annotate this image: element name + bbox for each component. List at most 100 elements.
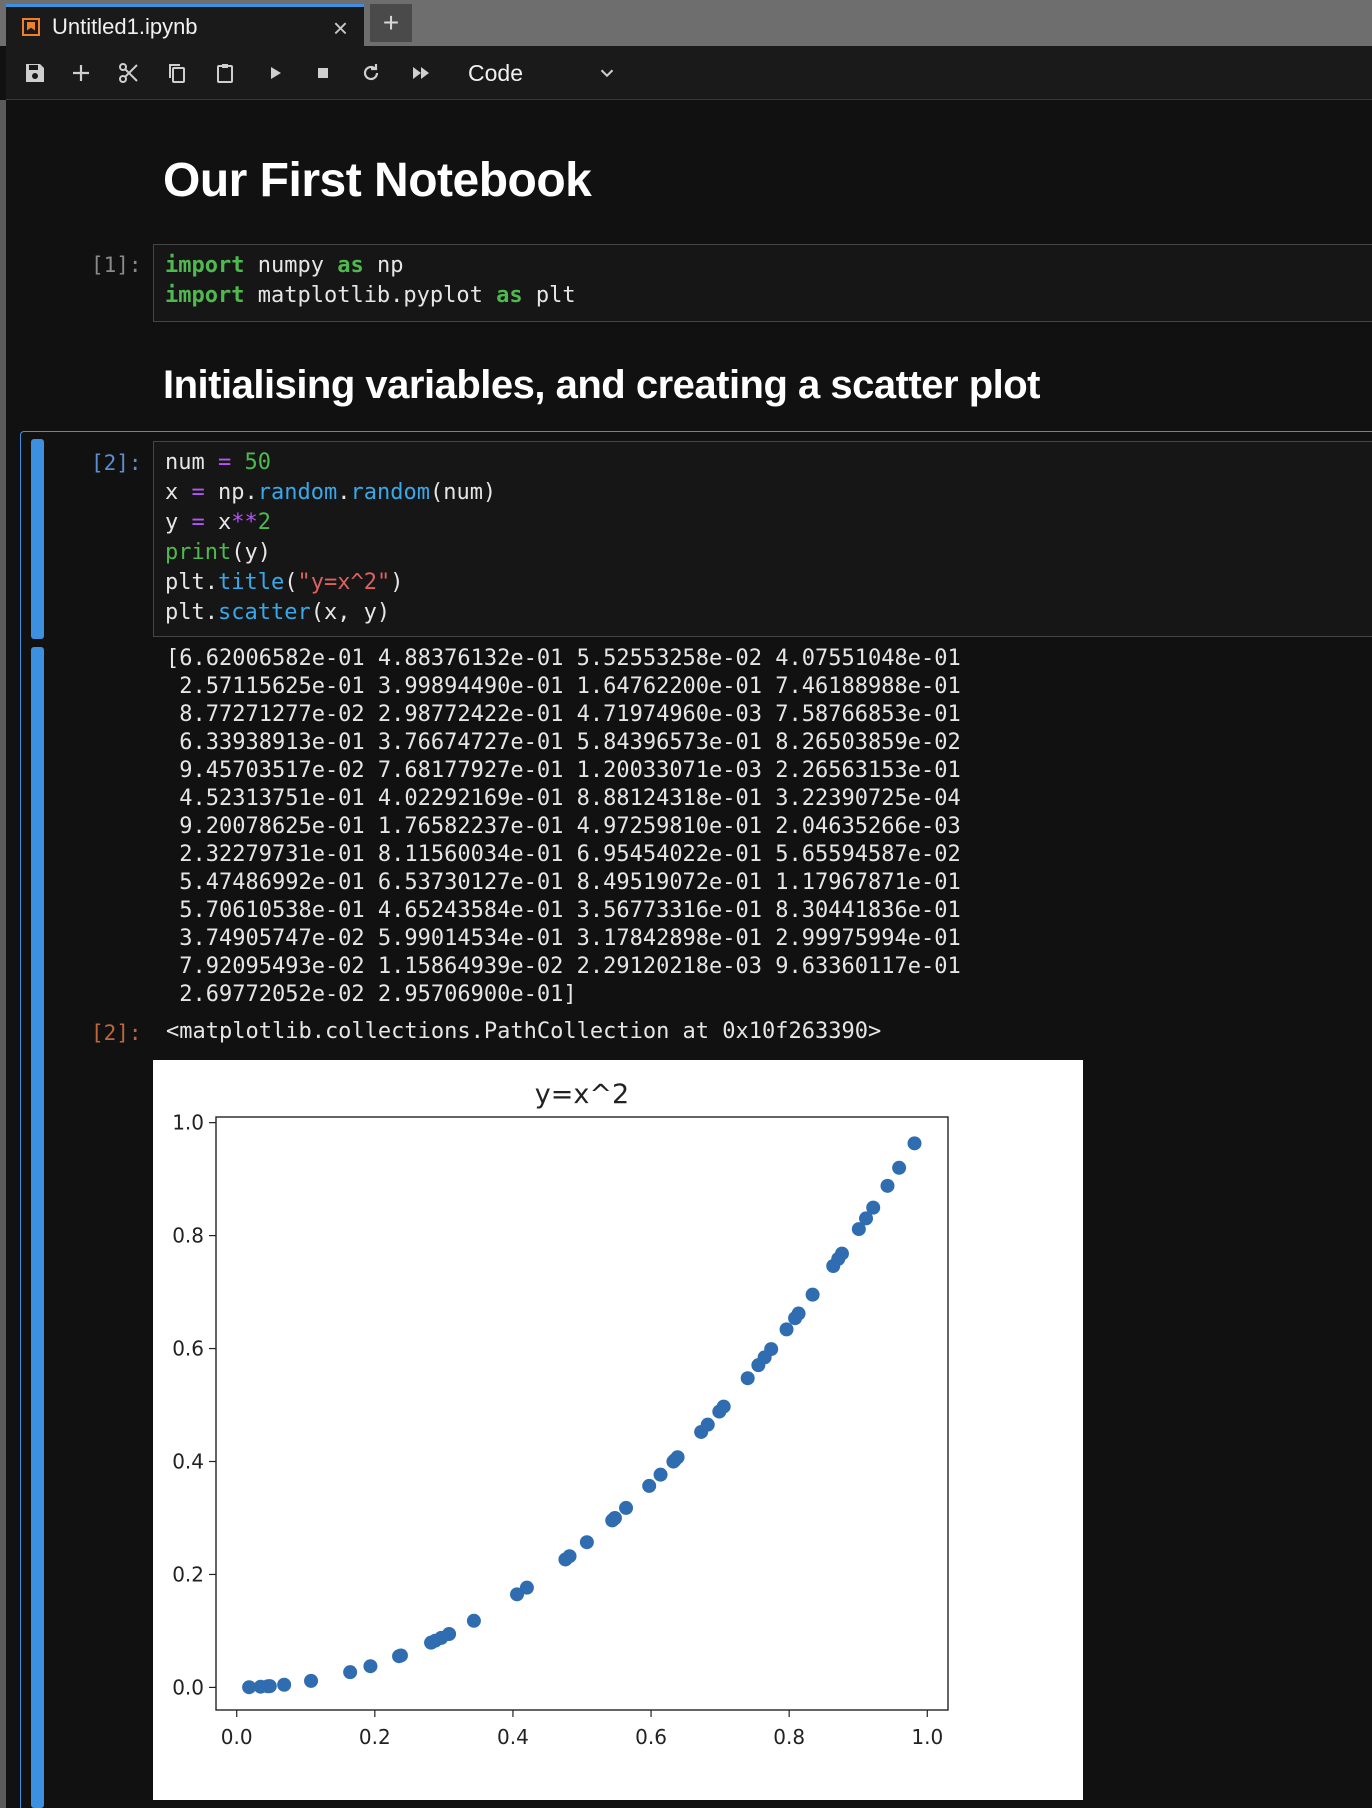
code-token: print xyxy=(165,540,232,565)
code-token: as xyxy=(337,253,364,278)
scatter-point xyxy=(605,1513,620,1528)
code-token: (y) xyxy=(231,540,271,565)
run-icon[interactable] xyxy=(256,54,294,92)
scatter-point xyxy=(510,1587,525,1602)
scatter-point xyxy=(740,1371,755,1386)
cell2-stdout: [6.62006582e-01 4.88376132e-01 5.5255325… xyxy=(166,646,961,1007)
scatter-point xyxy=(805,1287,820,1302)
scatter-point xyxy=(779,1322,794,1337)
code-token: ) xyxy=(390,570,404,595)
y-tick-label: 0.0 xyxy=(172,1675,204,1699)
code-line: num = 50 xyxy=(165,448,1361,478)
scatter-point xyxy=(242,1680,257,1695)
scatter-point xyxy=(851,1222,866,1237)
code-token: np xyxy=(363,253,404,278)
scatter-point xyxy=(562,1549,577,1564)
insert-cell-icon[interactable] xyxy=(62,54,100,92)
cell1-code-editor[interactable]: import numpy as np import matplotlib.pypl… xyxy=(153,244,1372,322)
notebook-toolbar: Code xyxy=(6,46,1372,100)
code-token: (num) xyxy=(429,480,497,505)
code-token: (x, y) xyxy=(310,600,391,625)
paste-icon[interactable] xyxy=(206,54,244,92)
code-line: print(y) xyxy=(165,538,1361,568)
code-token: "y=x^2" xyxy=(297,570,391,595)
scatter-point xyxy=(667,1453,682,1468)
output-collapser[interactable] xyxy=(31,647,44,1808)
scatter-point xyxy=(716,1399,731,1414)
markdown-heading-1: Our First Notebook xyxy=(163,154,592,207)
scatter-point xyxy=(866,1200,881,1215)
left-gutter xyxy=(0,100,6,1808)
y-tick-label: 0.8 xyxy=(172,1224,204,1248)
code-token: num xyxy=(165,450,218,475)
x-tick-label: 0.0 xyxy=(221,1725,253,1749)
stop-icon[interactable] xyxy=(304,54,342,92)
scatter-point xyxy=(788,1311,803,1326)
chart-title: y=x^2 xyxy=(535,1079,629,1110)
scatter-point xyxy=(859,1211,874,1226)
save-icon[interactable] xyxy=(16,54,54,92)
code-token: numpy xyxy=(244,253,338,278)
notebook-tab[interactable]: Untitled1.ipynb × xyxy=(6,4,364,46)
code-token: plt xyxy=(522,283,576,308)
code-token: ** xyxy=(231,510,258,535)
scatter-point xyxy=(834,1246,849,1261)
code-token: = xyxy=(217,450,232,475)
code-token: np. xyxy=(204,480,258,505)
scatter-point xyxy=(262,1679,277,1694)
y-tick-label: 1.0 xyxy=(172,1111,204,1135)
code-line: import numpy as np xyxy=(165,251,1361,281)
code-token: import xyxy=(165,253,245,278)
scatter-point xyxy=(619,1500,634,1515)
tab-title: Untitled1.ipynb xyxy=(52,13,198,39)
scatter-plot-image: y=x^2 0.0 0.2 0.4 0.6 0.8 1.0 0.0 0.2 0.4 0.6 0.8 1.… xyxy=(153,1060,1083,1800)
code-token: x xyxy=(165,480,192,505)
scatter-point xyxy=(764,1342,779,1357)
scatter-point xyxy=(304,1673,319,1688)
scatter-point xyxy=(700,1417,715,1432)
active-cell-border xyxy=(20,431,1372,1808)
code-token: = xyxy=(191,480,205,505)
fast-forward-icon[interactable] xyxy=(402,54,440,92)
x-tick-label: 0.6 xyxy=(635,1725,667,1749)
scatter-point xyxy=(424,1635,439,1650)
code-line: plt.title("y=x^2") xyxy=(165,568,1361,598)
scatter-point xyxy=(653,1467,668,1482)
y-tick-label: 0.2 xyxy=(172,1562,204,1586)
cell-type-select[interactable]: Code xyxy=(468,54,618,92)
cell2-output-repr: <matplotlib.collections.PathCollection a… xyxy=(166,1019,882,1044)
plot-frame xyxy=(215,1116,949,1711)
code-line: plt.scatter(x, y) xyxy=(165,598,1361,628)
scatter-point xyxy=(892,1160,907,1175)
cut-icon[interactable] xyxy=(110,54,148,92)
code-token: matplotlib.pyplot xyxy=(244,283,497,308)
cell-type-label: Code xyxy=(468,59,523,86)
new-tab-button[interactable]: + xyxy=(370,4,412,42)
cell2-code-editor[interactable]: num = 50 x = np.random.random(num) y = x**… xyxy=(153,441,1372,637)
code-token: 2 xyxy=(257,510,271,535)
scatter-chart: y=x^2 0.0 0.2 0.4 0.6 0.8 1.0 0.0 0.2 0.4 0.6 0.8 1.… xyxy=(172,1079,949,1749)
scatter-point xyxy=(363,1659,378,1674)
code-token xyxy=(231,450,244,475)
copy-icon[interactable] xyxy=(158,54,196,92)
restart-icon[interactable] xyxy=(352,54,390,92)
code-token: plt. xyxy=(165,570,218,595)
code-line: import matplotlib.pyplot as plt xyxy=(165,281,1361,311)
code-line: y = x**2 xyxy=(165,508,1361,538)
input-collapser[interactable] xyxy=(31,439,44,639)
scatter-point xyxy=(751,1358,766,1373)
x-tick-label: 0.8 xyxy=(773,1725,805,1749)
code-token: . xyxy=(337,480,351,505)
cell2-output-prompt: [2]: xyxy=(91,1021,142,1045)
code-token: title xyxy=(217,570,285,595)
x-tick-label: 1.0 xyxy=(911,1725,943,1749)
y-tick-label: 0.4 xyxy=(172,1450,204,1474)
x-tick-label: 0.4 xyxy=(497,1725,529,1749)
markdown-heading-2: Initialising variables, and creating a s… xyxy=(163,363,1041,407)
scatter-point xyxy=(907,1136,922,1151)
code-token: y xyxy=(165,510,192,535)
code-token: scatter xyxy=(217,600,311,625)
scatter-point xyxy=(579,1535,594,1550)
cell2-input-prompt: [2]: xyxy=(91,451,142,475)
close-icon[interactable]: × xyxy=(332,13,348,43)
